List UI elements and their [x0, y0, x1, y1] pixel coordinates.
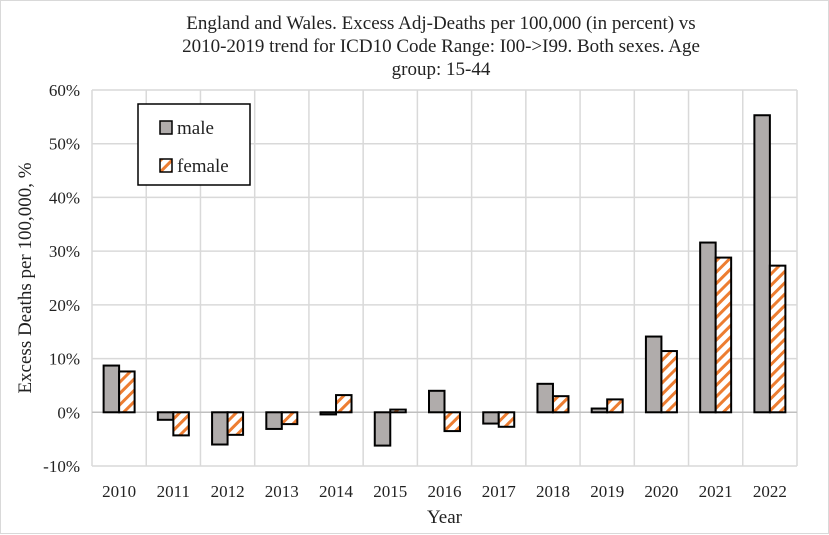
legend-swatch-male: [159, 120, 173, 135]
chart-title-line: 2010-2019 trend for ICD10 Code Range: I0…: [182, 36, 700, 57]
bar-male-2013: [265, 411, 283, 430]
y-tick-label: 20%: [49, 296, 80, 315]
y-tick-label: 10%: [49, 350, 80, 369]
bar-female-2020: [660, 350, 678, 414]
bar-female-2013: [280, 411, 299, 426]
bar-female-2012: [226, 411, 245, 436]
y-tick-label: 50%: [49, 135, 80, 154]
y-tick-label: 40%: [49, 188, 80, 207]
x-tick-label: 2012: [211, 482, 245, 501]
chart-title-line: England and Wales. Excess Adj-Deaths per…: [186, 13, 695, 34]
x-tick-label: 2010: [102, 482, 136, 501]
bar-male-2011: [156, 411, 175, 421]
y-tick-label: 0%: [57, 403, 80, 422]
bar-male-2015: [373, 411, 392, 447]
bar-female-2022: [768, 264, 787, 414]
x-axis-label: Year: [427, 507, 463, 528]
x-tick-label: 2022: [753, 482, 787, 501]
x-tick-label: 2019: [590, 482, 624, 501]
bar-male-2022: [753, 114, 771, 414]
bar-female-2015: [389, 408, 407, 414]
chart-title-line: group: 15-44: [392, 59, 491, 80]
bar-female-2019: [606, 398, 624, 414]
bar-male-2016: [428, 389, 446, 414]
bar-male-2019: [590, 407, 609, 414]
bar-male-2020: [644, 335, 663, 414]
bar-female-2016: [443, 411, 461, 433]
bar-female-2017: [497, 411, 516, 428]
legend-label-female: female: [177, 156, 229, 177]
legend: male female: [137, 103, 251, 186]
bar-female-2010: [118, 370, 136, 414]
x-tick-label: 2018: [536, 482, 570, 501]
x-tick-label: 2013: [265, 482, 299, 501]
bar-male-2010: [102, 364, 121, 414]
chart-title: England and Wales. Excess Adj-Deaths per…: [182, 13, 700, 80]
bar-male-2012: [211, 411, 229, 446]
x-tick-label: 2011: [157, 482, 190, 501]
bar-male-2021: [699, 241, 717, 414]
y-axis-label: Excess Deaths per 100,000, %: [15, 162, 36, 393]
x-tick-label: 2014: [319, 482, 354, 501]
bar-female-2018: [551, 395, 570, 414]
legend-swatch-female: [159, 158, 173, 173]
y-tick-label: 60%: [49, 81, 80, 100]
bar-female-2014: [335, 394, 353, 414]
x-tick-label: 2021: [699, 482, 733, 501]
x-tick-label: 2015: [373, 482, 407, 501]
bar-male-2017: [482, 411, 500, 425]
bar-female-2021: [714, 256, 733, 414]
legend-box: [137, 103, 251, 186]
y-tick-label: -10%: [43, 457, 80, 476]
y-tick-label: 30%: [49, 242, 80, 261]
bar-male-2014: [319, 411, 338, 416]
x-tick-label: 2020: [644, 482, 678, 501]
legend-label-male: male: [177, 118, 214, 139]
bar-male-2018: [536, 382, 554, 414]
bar-female-2011: [172, 411, 190, 437]
x-tick-label: 2017: [482, 482, 517, 501]
x-tick-label: 2016: [428, 482, 462, 501]
